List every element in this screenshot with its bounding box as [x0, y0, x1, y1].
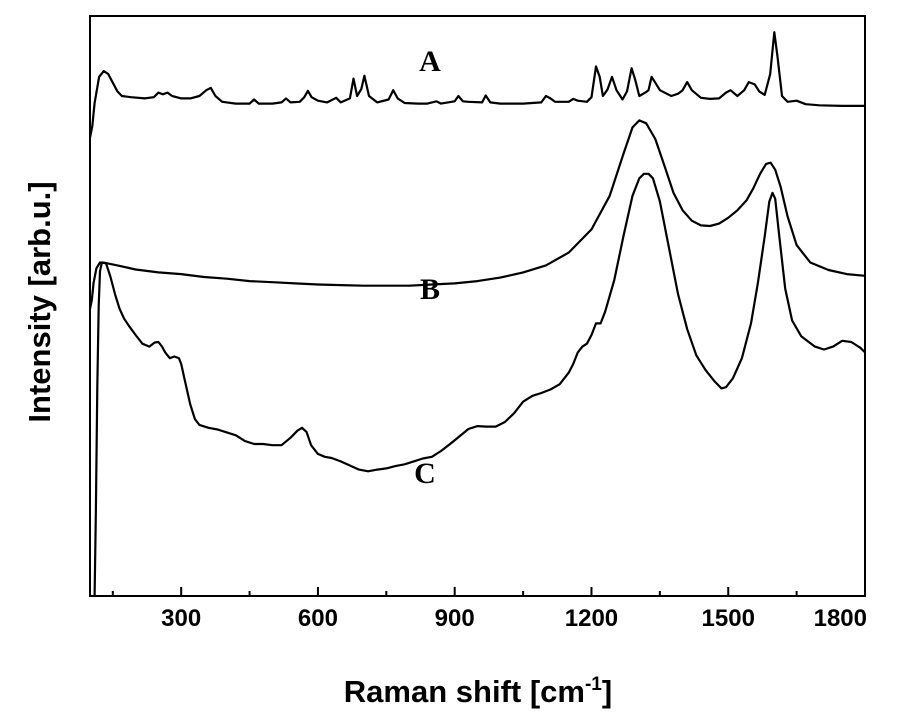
- x-axis-ticks: [111, 587, 866, 596]
- spectrum-line-c: [93, 172, 866, 597]
- series-label-c: C: [414, 457, 436, 490]
- series-label-a: A: [419, 45, 441, 78]
- x-tick-label: 1500: [702, 605, 755, 632]
- x-axis-title: Raman shift [cm-1]: [344, 674, 612, 709]
- x-tick-label: 1200: [565, 605, 618, 632]
- spectrum-line-b: [88, 119, 866, 310]
- series-layer: [88, 31, 866, 597]
- y-axis-title: Intensity [arb.u.]: [22, 181, 57, 422]
- series-labels: A B C: [414, 45, 441, 490]
- plot-frame: [89, 15, 866, 597]
- x-tick-label: 1800: [814, 605, 867, 632]
- x-axis-title-end: ]: [602, 674, 612, 709]
- x-axis-title-superscript: -1: [585, 674, 602, 695]
- x-axis-title-main: Raman shift [cm: [344, 674, 585, 709]
- x-tick-label: 600: [298, 605, 338, 632]
- series-label-b: B: [420, 273, 440, 306]
- x-axis-tick-labels: 300 600 900 1200 1500 1800: [161, 605, 867, 632]
- x-tick-label: 900: [435, 605, 475, 632]
- x-tick-label: 300: [161, 605, 201, 632]
- spectrum-line-a: [88, 31, 865, 139]
